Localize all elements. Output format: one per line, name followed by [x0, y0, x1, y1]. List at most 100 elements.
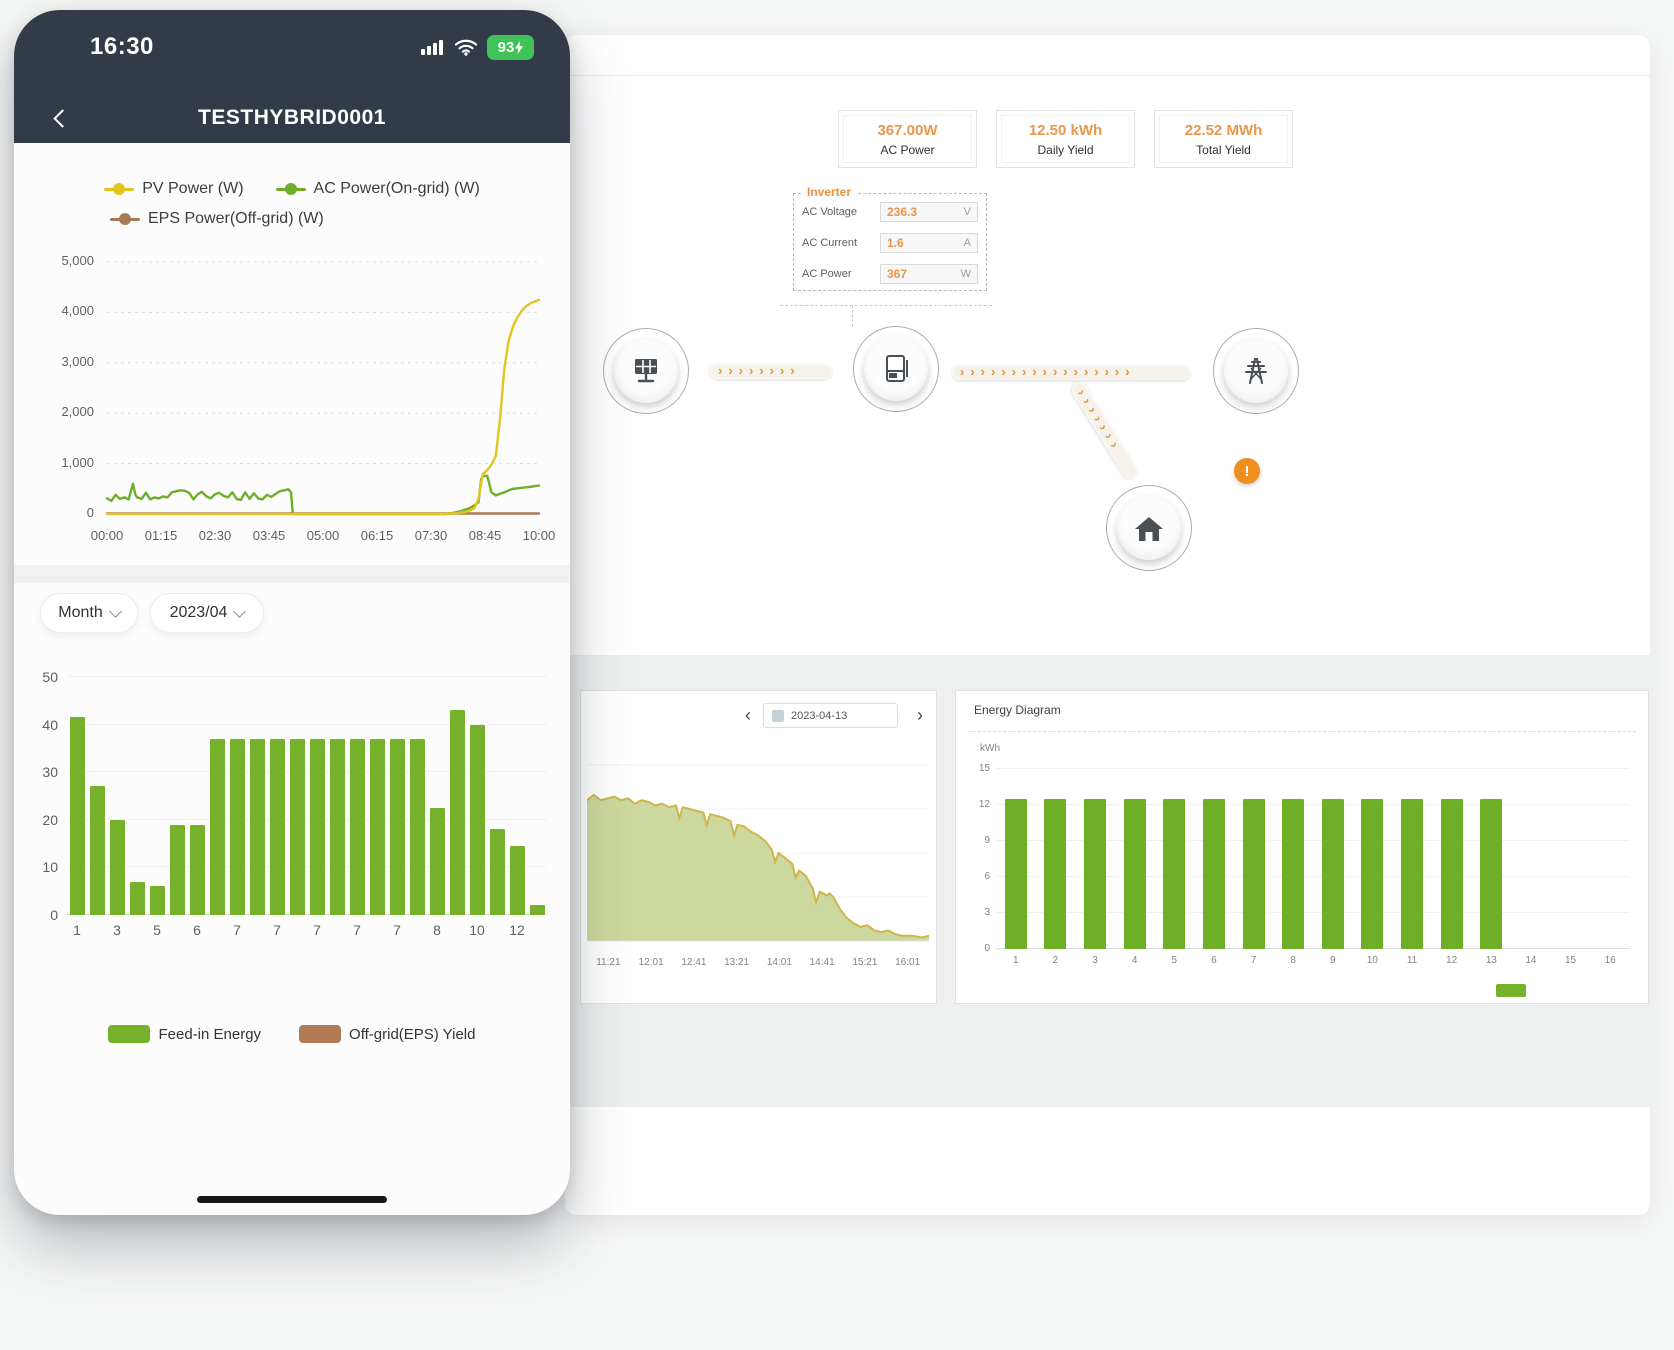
daily-power-card: ‹ 2023-04-13 › 11:21 12:01 12:41 13:21 14:01… — [580, 690, 937, 1004]
row-value: 367 — [887, 266, 908, 281]
x-tick-label: 7 — [233, 922, 241, 938]
period-dropdown[interactable]: Month — [40, 593, 138, 633]
legend-dot — [119, 213, 131, 225]
legend-item-ac-power[interactable]: AC Power(On-grid) (W) — [275, 180, 480, 198]
legend-marker — [275, 183, 306, 195]
month-value: 2023/04 — [169, 604, 228, 621]
bar — [449, 710, 465, 915]
x-tick-label: 7 — [393, 922, 401, 938]
x-tick-label: 14:41 — [809, 957, 835, 968]
inverter-icon — [886, 355, 908, 382]
gridline — [67, 771, 547, 773]
x-tick-label: 16:01 — [895, 957, 921, 968]
legend-label: Off-grid(EPS) Yield — [349, 1025, 476, 1043]
bar — [129, 881, 145, 915]
card-title: Energy Diagram — [974, 703, 1061, 717]
y-tick-label: 15 — [978, 763, 990, 774]
row-label: AC Voltage — [802, 205, 858, 218]
month-dropdown[interactable]: 2023/04 — [150, 593, 264, 633]
y-tick-label: 40 — [42, 716, 58, 733]
energy-legend-swatch[interactable] — [1496, 984, 1526, 997]
bar — [509, 845, 525, 915]
bar — [1163, 799, 1186, 949]
status-bar: 16:30 93 — [14, 32, 570, 62]
x-tick-label: 03:45 — [252, 528, 286, 543]
date-picker[interactable]: 2023-04-13 — [763, 703, 898, 728]
bar — [1202, 799, 1225, 949]
device-title: TESTHYBRID0001 — [198, 106, 386, 129]
next-day-button[interactable]: › — [917, 705, 923, 725]
warning-badge[interactable]: ! — [1234, 458, 1260, 484]
phone-app: 16:30 93 — [14, 10, 570, 1215]
stat-label: AC Power — [880, 142, 935, 157]
bar — [309, 738, 325, 915]
legend-marker — [104, 183, 135, 195]
inverter-row-current: AC Current 1.6 A — [802, 229, 978, 256]
phone-header: 16:30 93 — [14, 10, 570, 143]
node-grid[interactable] — [1213, 328, 1299, 414]
bar — [329, 738, 345, 915]
x-tick-label: 2 — [1052, 955, 1059, 966]
bar — [1321, 799, 1344, 949]
bar — [489, 829, 505, 915]
legend-item-pv-power[interactable]: PV Power (W) — [104, 180, 244, 198]
bar — [1044, 799, 1067, 949]
legend-item-feed-in[interactable]: Feed-in Energy — [108, 1025, 261, 1043]
node-home[interactable] — [1106, 485, 1192, 571]
date-navigation: ‹ 2023-04-13 › — [581, 701, 926, 729]
value-box: 236.3 V — [880, 201, 978, 222]
cellular-signal-icon — [421, 40, 443, 55]
x-tick-label: 12:01 — [638, 957, 664, 968]
battery-percent: 93 — [497, 38, 515, 56]
stat-ac-power: 367.00W AC Power — [838, 110, 977, 168]
daily-power-area-chart — [587, 764, 929, 942]
x-tick-label: 13:21 — [724, 957, 750, 968]
bar — [209, 738, 225, 915]
bar — [429, 807, 445, 915]
stat-total-yield: 22.52 MWh Total Yield — [1154, 110, 1293, 168]
home-indicator[interactable] — [197, 1196, 387, 1203]
x-tick-label: 11:21 — [596, 957, 621, 968]
prev-day-button[interactable]: ‹ — [745, 705, 751, 725]
inverter-row-power: AC Power 367 W — [802, 260, 978, 287]
y-tick-label: 0 — [50, 907, 58, 923]
flow-arrow-inverter-to-grid: ››››››››››››››››› — [952, 365, 1190, 380]
period-value: Month — [58, 604, 103, 621]
flow-arrow-inverter-to-home: ››››››› — [1069, 380, 1141, 482]
node-solar-panel[interactable] — [603, 328, 689, 414]
gridline — [996, 876, 1630, 877]
x-tick-label: 16 — [1604, 955, 1616, 966]
house-icon — [1135, 517, 1163, 541]
status-icons: 93 — [421, 34, 534, 60]
gridline — [996, 840, 1630, 841]
x-tick-label: 14:01 — [766, 957, 792, 968]
energy-bar-plot — [996, 768, 1630, 949]
axis-line — [996, 948, 1630, 949]
calendar-icon — [772, 709, 784, 722]
legend-item-eps-power[interactable]: EPS Power(Off-grid) (W) — [110, 210, 324, 228]
connector-line — [852, 305, 853, 327]
grid-tower-icon — [1245, 358, 1267, 384]
legend-label: PV Power (W) — [142, 180, 244, 197]
bar — [229, 738, 245, 915]
energy-diagram-card: Energy Diagram kWh 0 3 6 9 12 15 1 2 3 4 5 6 7 8 9 10 1… — [955, 690, 1649, 1004]
section-divider — [14, 565, 570, 583]
back-chevron-icon — [53, 109, 72, 128]
legend-item-off-grid[interactable]: Off-grid(EPS) Yield — [299, 1025, 476, 1043]
x-tick-label: 1 — [73, 922, 81, 938]
node-inverter[interactable] — [853, 326, 939, 412]
x-tick-label: 05:00 — [306, 528, 340, 543]
stat-value: 12.50 kWh — [1028, 121, 1103, 139]
y-tick-label: 5,000 — [61, 253, 94, 268]
connector-line — [780, 305, 992, 306]
x-tick-label: 00:00 — [90, 528, 124, 543]
chevron-down-icon — [108, 604, 122, 618]
x-tick-label: 14 — [1525, 955, 1537, 966]
separator — [968, 731, 1636, 732]
axis-line — [67, 914, 547, 915]
back-button[interactable] — [48, 106, 72, 130]
bar — [1282, 799, 1305, 949]
inverter-panel: Inverter AC Voltage 236.3 V AC Current 1.… — [793, 185, 987, 291]
stat-label: Total Yield — [1196, 142, 1251, 157]
x-tick-label: 08:45 — [468, 528, 502, 543]
